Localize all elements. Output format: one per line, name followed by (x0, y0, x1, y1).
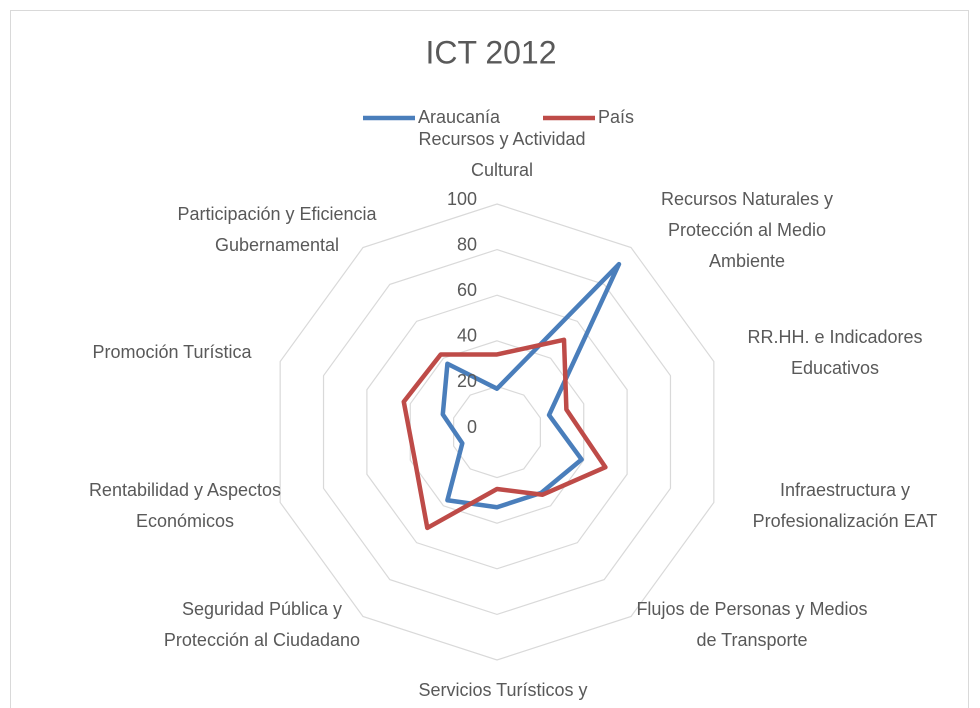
r-tick-label: 0 (467, 417, 477, 437)
r-tick-label: 80 (457, 234, 477, 254)
category-label: Servicios Turísticos y (418, 680, 588, 700)
r-tick-label: 40 (457, 326, 477, 346)
legend-label: Araucanía (418, 107, 501, 127)
category-label: Seguridad Pública y Protección al Ciudad… (163, 599, 361, 650)
category-label: Recursos y Actividad Cultural (418, 129, 586, 180)
series-line (401, 337, 608, 531)
category-label: Flujos de Personas y Medios de Transport… (636, 599, 868, 650)
category-label: Promoción Turística (92, 342, 252, 362)
grid-line (453, 385, 541, 479)
grid-line (409, 340, 585, 524)
grid-line (279, 203, 715, 661)
grid-line (322, 248, 672, 616)
r-tick-label: 100 (447, 189, 477, 209)
chart-frame (10, 10, 969, 708)
category-label: Infraestructura y Profesionalización EAT (752, 480, 938, 531)
series-line (440, 261, 622, 510)
grid-line (366, 294, 628, 570)
legend-label: País (598, 107, 634, 127)
category-label: Participación y Eficiencia Gubernamental (177, 204, 377, 255)
category-label: Recursos Naturales y Protección al Medio… (660, 189, 834, 271)
category-label: Rentabilidad y Aspectos Económicos (88, 480, 282, 531)
chart-title: ICT 2012 (425, 34, 556, 70)
r-tick-label: 60 (457, 280, 477, 300)
category-label: RR.HH. e Indicadores Educativos (747, 327, 923, 378)
r-tick-label: 20 (457, 371, 477, 391)
